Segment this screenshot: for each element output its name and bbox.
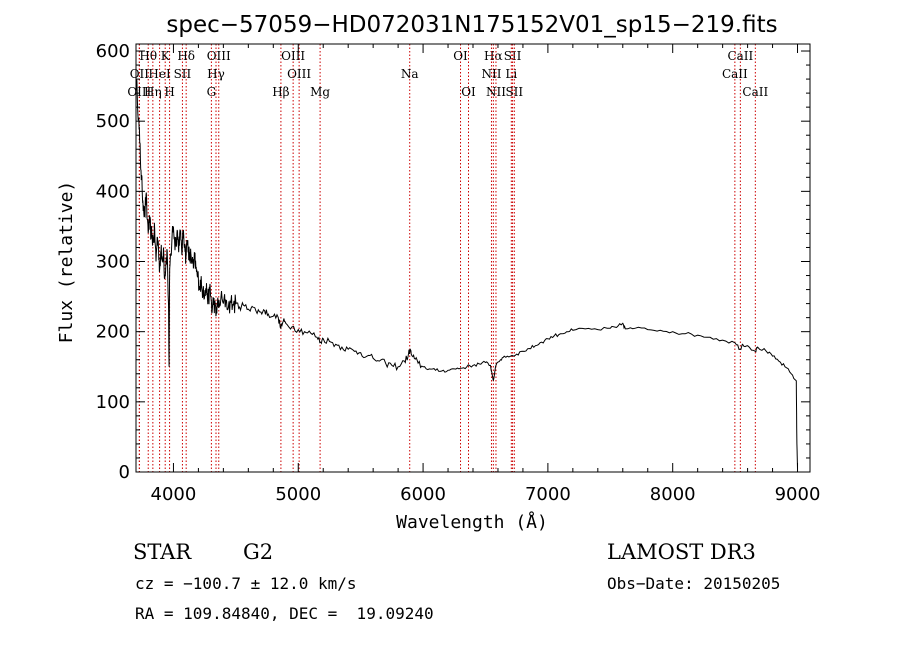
marker-label-13: OIII bbox=[281, 49, 305, 63]
chart-title: spec−57059−HD072031N175152V01_sp15−219.f… bbox=[166, 12, 777, 38]
x-tick-label-0: 4000 bbox=[151, 484, 197, 505]
series-line-flux bbox=[135, 79, 798, 469]
marker-label-26: CaII bbox=[722, 67, 748, 81]
y-tick-label-3: 300 bbox=[96, 252, 130, 273]
x-tick-label-2: 6000 bbox=[400, 484, 446, 505]
marker-label-16: Na bbox=[401, 67, 419, 81]
plot-frame bbox=[135, 43, 811, 473]
subclass: G2 bbox=[243, 540, 274, 564]
marker-label-5: Hη bbox=[144, 85, 162, 99]
x-axis-label: Wavelength (Å) bbox=[396, 511, 548, 533]
marker-label-7: H bbox=[164, 85, 174, 99]
y-tick-label-1: 100 bbox=[96, 392, 130, 413]
marker-label-18: OI bbox=[461, 85, 476, 99]
marker-label-25: CaII bbox=[727, 49, 753, 63]
axis-ticks: 4000 5000 6000 7000 8000 9000 0 100 200 300 400 500… bbox=[96, 41, 821, 505]
obs-date: Obs−Date: 20150205 bbox=[607, 574, 781, 593]
y-tick-label-0: 0 bbox=[119, 462, 130, 483]
marker-label-2: OIII bbox=[127, 85, 151, 99]
marker-label-6: SII bbox=[174, 67, 192, 81]
y-tick-label-6: 600 bbox=[96, 41, 130, 62]
survey-name: LAMOST DR3 bbox=[607, 540, 756, 564]
marker-label-15: Mg bbox=[310, 85, 330, 99]
x-tick-label-1: 5000 bbox=[275, 484, 321, 505]
y-axis-label: Flux (relative) bbox=[56, 181, 77, 344]
marker-label-22: SII bbox=[504, 49, 522, 63]
marker-label-9: OIII bbox=[207, 49, 231, 63]
marker-label-19: Hα bbox=[484, 49, 503, 63]
y-tick-label-5: 500 bbox=[96, 111, 130, 132]
spectrum-layer bbox=[135, 79, 798, 469]
object-class: STAR bbox=[133, 540, 192, 564]
marker-label-20: NII bbox=[481, 67, 501, 81]
marker-label-11: G bbox=[207, 85, 217, 99]
marker-label-4: HeI bbox=[148, 67, 171, 81]
marker-label-8: Hδ bbox=[177, 49, 195, 63]
marker-label-1: OII bbox=[130, 67, 150, 81]
marker-label-3: K bbox=[161, 49, 171, 63]
marker-label-24: SII bbox=[505, 85, 523, 99]
y-tick-label-4: 400 bbox=[96, 181, 130, 202]
marker-label-14: OIII bbox=[287, 67, 311, 81]
x-tick-label-5: 9000 bbox=[775, 484, 821, 505]
marker-label-27: CaII bbox=[742, 85, 768, 99]
marker-label-10: Hγ bbox=[207, 67, 225, 81]
x-tick-label-3: 7000 bbox=[525, 484, 571, 505]
marker-label-12: Hβ bbox=[272, 85, 289, 99]
coordinates: RA = 109.84840, DEC = 19.09240 bbox=[135, 604, 434, 623]
y-tick-label-2: 200 bbox=[96, 322, 130, 343]
x-tick-label-4: 8000 bbox=[650, 484, 696, 505]
marker-label-17: OI bbox=[453, 49, 468, 63]
marker-label-23: Li bbox=[505, 67, 517, 81]
marker-label-21: NII bbox=[486, 85, 506, 99]
redshift-readout: cz = −100.7 ± 12.0 km/s bbox=[135, 574, 357, 593]
